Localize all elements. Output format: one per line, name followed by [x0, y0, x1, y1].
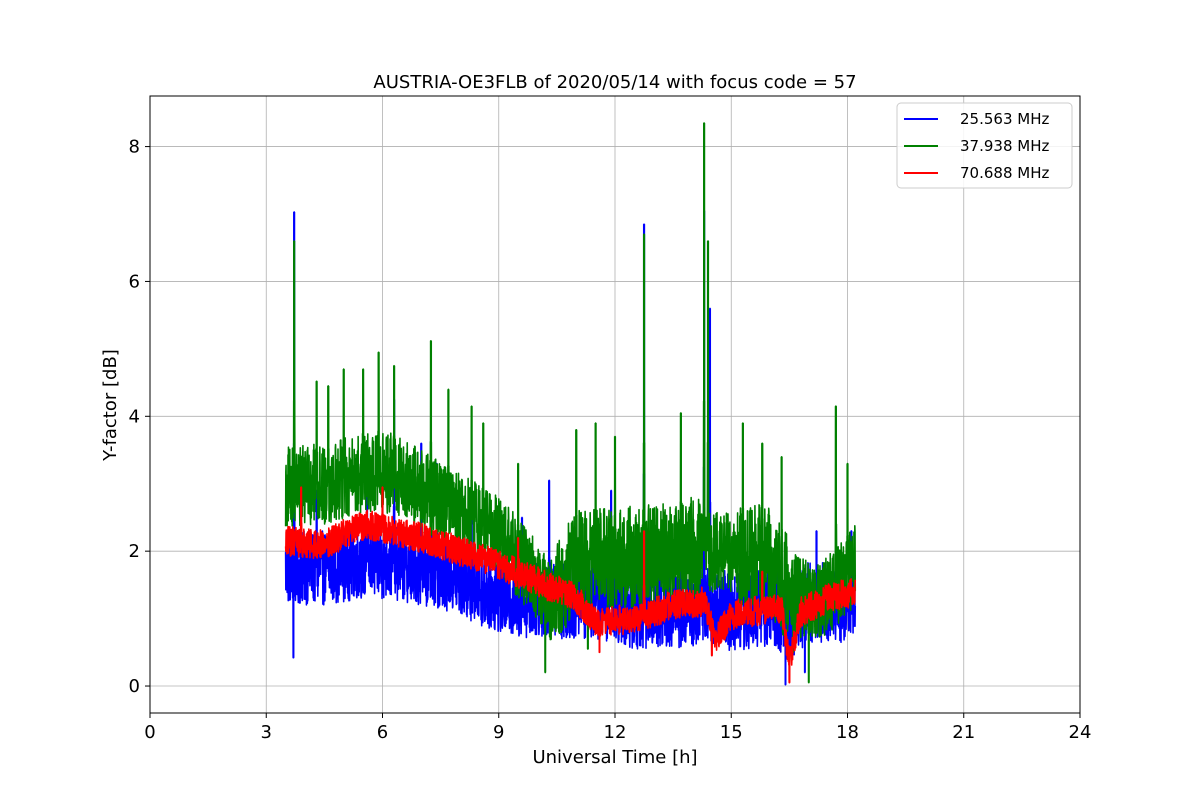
x-tick-label: 9 — [493, 722, 504, 743]
legend-label-3: 70.688 MHz — [960, 164, 1049, 182]
series-layer — [284, 122, 857, 686]
x-tick-label: 24 — [1069, 722, 1092, 743]
legend-box — [896, 102, 1073, 189]
x-tick-label: 21 — [952, 722, 975, 743]
plot-area — [284, 122, 857, 686]
series-line-3 — [284, 486, 857, 684]
x-axis-ticks: 0 3 6 9 12 15 18 21 24 — [144, 713, 1091, 743]
chart-title: AUSTRIA-OE3FLB of 2020/05/14 with focus … — [373, 72, 856, 93]
series-line-2 — [284, 122, 857, 684]
x-tick-label: 6 — [377, 722, 388, 743]
x-tick-label: 3 — [261, 722, 272, 743]
y-axis-ticks: 0 2 4 6 8 — [129, 137, 150, 697]
y-axis-label: Y-factor [dB] — [100, 349, 121, 462]
y-tick-label: 2 — [129, 541, 140, 562]
y-tick-label: 0 — [129, 676, 140, 697]
x-tick-label: 12 — [604, 722, 627, 743]
y-tick-label: 8 — [129, 137, 140, 158]
y-tick-label: 4 — [129, 406, 140, 427]
x-tick-label: 18 — [836, 722, 859, 743]
legend-label-1: 25.563 MHz — [960, 110, 1049, 128]
x-tick-label: 15 — [720, 722, 743, 743]
y-tick-label: 6 — [129, 271, 140, 292]
legend-label-2: 37.938 MHz — [960, 137, 1049, 155]
x-tick-label: 0 — [144, 722, 155, 743]
legend: 25.563 MHz 37.938 MHz 70.688 MHz — [896, 102, 1073, 189]
x-axis-label: Universal Time [h] — [532, 747, 697, 768]
